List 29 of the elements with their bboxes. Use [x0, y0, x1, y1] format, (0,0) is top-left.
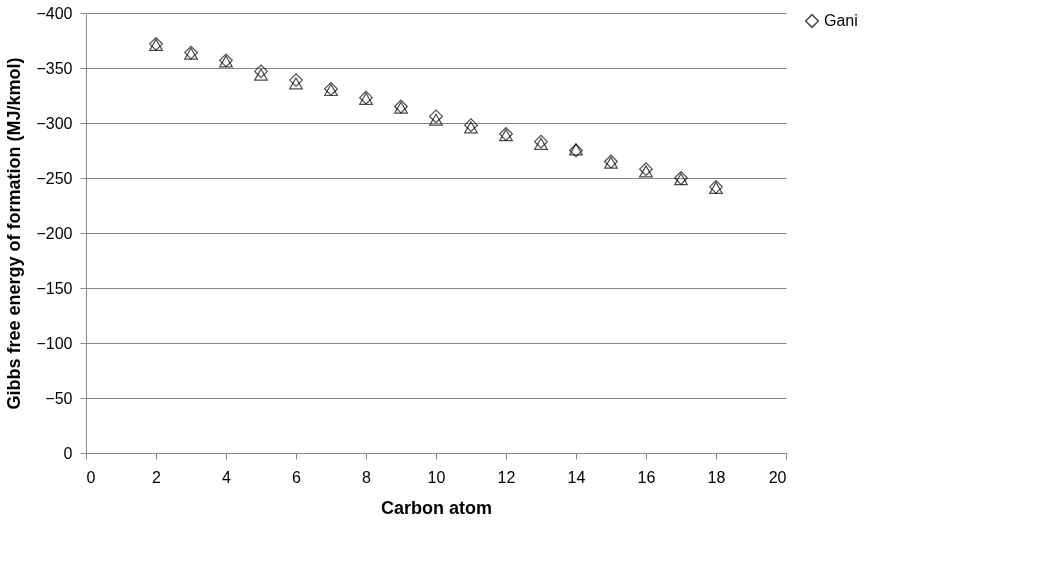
- point: [289, 77, 303, 90]
- x-tick-label: 0: [86, 468, 96, 486]
- y-tick-label: −400: [36, 4, 73, 22]
- point: [254, 68, 268, 81]
- x-tick-label: 6: [292, 468, 302, 486]
- x-tick-label: 16: [637, 468, 656, 486]
- x-axis-title: Carbon atom: [380, 497, 493, 518]
- y-axis-title: Gibbs free energy of formation (MJ/kmol): [4, 57, 25, 410]
- x-tick-label: 20: [768, 468, 787, 486]
- point: [254, 64, 268, 79]
- y-tick-label: −350: [36, 59, 73, 77]
- x-tick-label: 2: [152, 468, 162, 486]
- legend-label: Gani: [824, 12, 858, 29]
- y-tick-label: −150: [36, 279, 73, 297]
- point: [429, 113, 443, 126]
- y-tick-label: −50: [45, 389, 73, 407]
- y-tick-label: −200: [36, 224, 73, 242]
- x-tick-label: 10: [427, 468, 446, 486]
- x-tick-label: 8: [362, 468, 372, 486]
- point: [429, 109, 443, 124]
- y-tick-label: 0: [63, 444, 73, 462]
- point: [289, 73, 303, 88]
- x-tick-label: 14: [567, 468, 586, 486]
- y-tick-label: −100: [36, 334, 73, 352]
- y-tick-label: −300: [36, 114, 73, 132]
- x-tick-label: 18: [707, 468, 726, 486]
- x-tick-label: 12: [497, 468, 516, 486]
- x-tick-label: 4: [222, 468, 232, 486]
- y-tick-label: −250: [36, 169, 73, 187]
